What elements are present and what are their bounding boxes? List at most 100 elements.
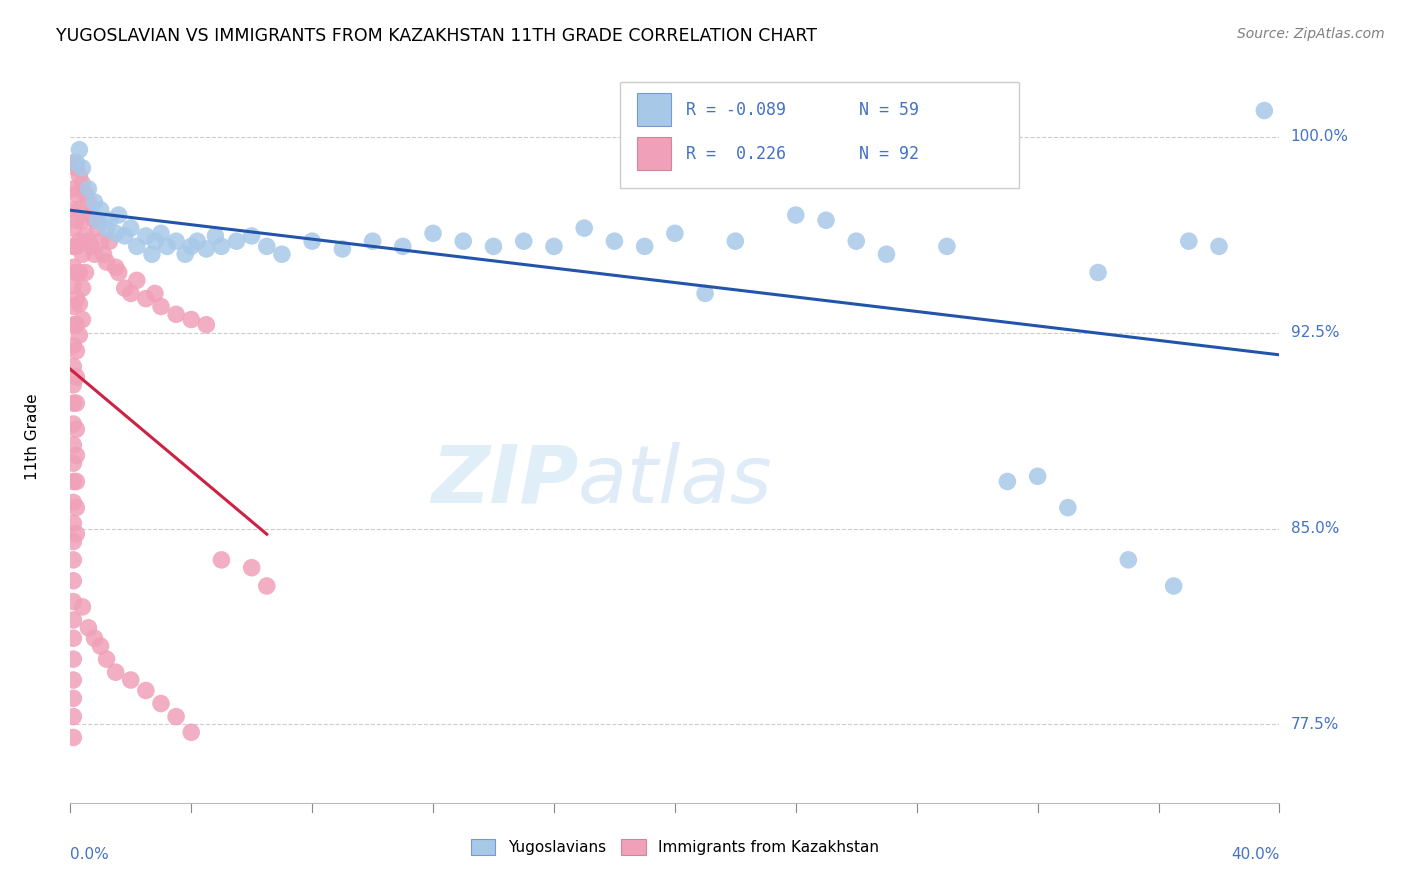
Point [72, 213, 94, 227]
Point [62, 691, 84, 706]
Point [1057, 500, 1080, 515]
Point [62, 456, 84, 470]
Point [180, 312, 202, 326]
Point [62, 553, 84, 567]
Point [62, 338, 84, 352]
Point [141, 247, 163, 261]
Point [65, 422, 87, 436]
Text: N = 59: N = 59 [859, 101, 918, 119]
Point [65, 239, 87, 253]
Point [62, 221, 84, 235]
Point [62, 359, 84, 374]
Point [120, 221, 142, 235]
Point [65, 213, 87, 227]
Point [65, 475, 87, 489]
Point [1208, 239, 1230, 253]
Point [574, 221, 596, 235]
Point [62, 438, 84, 452]
Point [204, 228, 226, 243]
Point [62, 631, 84, 645]
Text: R =  0.226: R = 0.226 [686, 145, 786, 162]
Point [135, 228, 157, 243]
Point [77, 182, 100, 196]
Text: 11th Grade: 11th Grade [25, 393, 39, 481]
Point [180, 725, 202, 739]
Point [62, 260, 84, 275]
Point [664, 227, 686, 241]
Point [65, 161, 87, 175]
Point [104, 260, 127, 275]
Point [65, 343, 87, 358]
Point [180, 239, 202, 253]
Point [65, 265, 87, 279]
Point [150, 227, 172, 241]
Point [301, 234, 323, 248]
Point [72, 177, 94, 191]
Point [633, 239, 655, 253]
Point [875, 247, 898, 261]
Point [120, 286, 142, 301]
Point [65, 370, 87, 384]
Point [67, 202, 90, 217]
Point [225, 234, 247, 248]
Point [90, 202, 111, 217]
Point [65, 448, 87, 462]
Text: N = 92: N = 92 [859, 145, 918, 162]
Point [1163, 579, 1185, 593]
Point [453, 234, 475, 248]
Point [240, 228, 263, 243]
Point [125, 239, 148, 253]
Point [240, 560, 263, 574]
Point [150, 697, 172, 711]
Point [422, 227, 444, 241]
Point [125, 273, 148, 287]
Point [693, 286, 716, 301]
Point [62, 377, 84, 392]
Point [785, 208, 807, 222]
Point [513, 234, 536, 248]
Point [72, 281, 94, 295]
Point [104, 227, 127, 241]
Point [65, 292, 87, 306]
Point [62, 613, 84, 627]
Point [270, 247, 294, 261]
Text: 85.0%: 85.0% [1291, 521, 1339, 536]
Point [62, 574, 84, 588]
Point [62, 731, 84, 745]
Point [62, 495, 84, 509]
Text: atlas: atlas [578, 442, 773, 520]
Point [77, 194, 100, 209]
Point [62, 182, 84, 196]
Point [256, 239, 278, 253]
Point [62, 155, 84, 169]
Text: 40.0%: 40.0% [1232, 847, 1279, 862]
Point [83, 631, 105, 645]
Bar [637, 94, 671, 126]
Point [77, 621, 100, 635]
Text: 100.0%: 100.0% [1291, 129, 1348, 145]
Point [67, 169, 90, 183]
Point [165, 234, 187, 248]
Point [96, 255, 118, 269]
Point [75, 187, 97, 202]
Point [62, 417, 84, 431]
Point [96, 652, 118, 666]
Point [143, 234, 166, 248]
Point [75, 265, 97, 279]
Point [98, 234, 121, 248]
Point [107, 265, 129, 279]
Point [143, 286, 166, 301]
Point [332, 242, 354, 256]
Point [72, 599, 94, 614]
Point [174, 247, 197, 261]
Legend: Yugoslavians, Immigrants from Kazakhstan: Yugoslavians, Immigrants from Kazakhstan [465, 833, 884, 861]
Point [211, 553, 233, 567]
Point [62, 202, 84, 217]
Point [86, 213, 108, 227]
Point [83, 194, 105, 209]
Point [67, 328, 90, 343]
Point [195, 242, 218, 256]
Point [72, 247, 94, 261]
Point [72, 312, 94, 326]
Point [90, 639, 111, 653]
